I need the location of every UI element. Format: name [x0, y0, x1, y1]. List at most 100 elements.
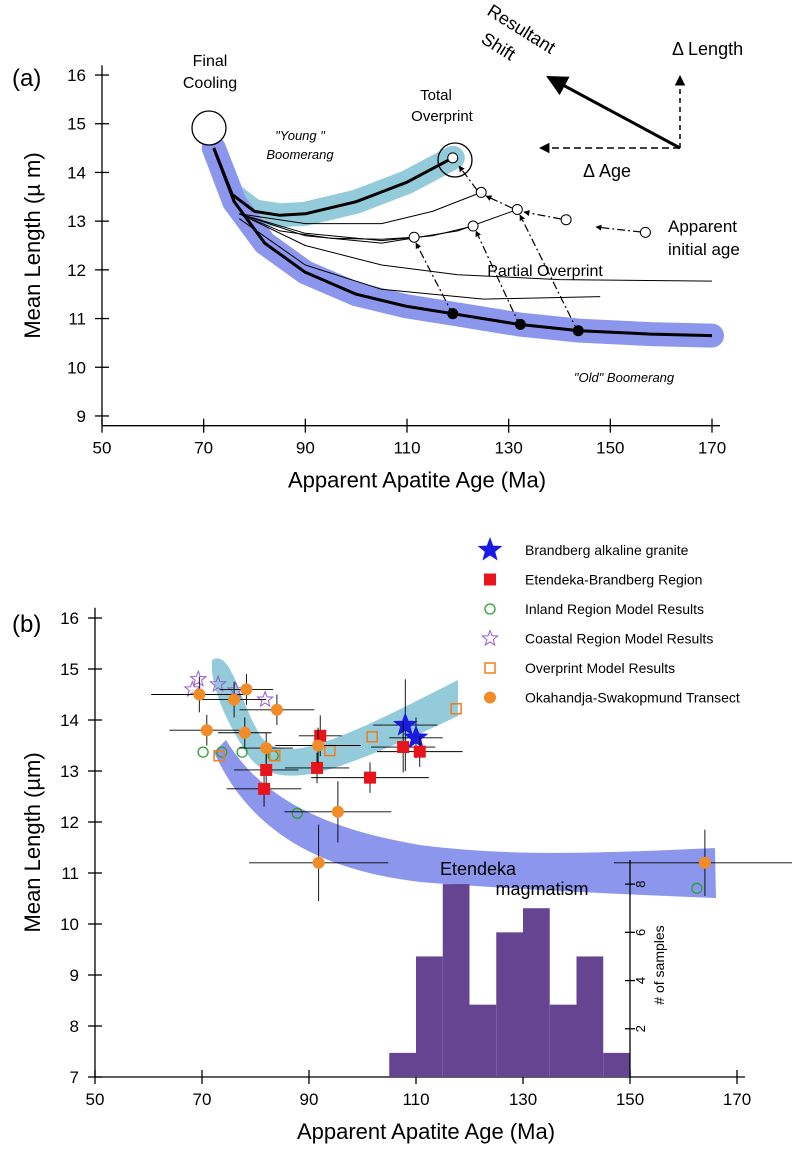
circle-marker [698, 856, 711, 869]
annotation: initial age [668, 240, 740, 259]
annotation: Overprint [411, 108, 474, 125]
legend-marker [484, 691, 496, 704]
y-tick-label: 13 [60, 762, 79, 781]
x-tick-label: 150 [616, 1090, 644, 1109]
circle-marker [291, 807, 303, 819]
legend-label: Coastal Region Model Results [525, 631, 713, 647]
circle-marker [691, 882, 703, 894]
x-tick-label: 130 [509, 1090, 537, 1109]
y-tick-label: 16 [67, 66, 86, 85]
annotation: magmatism [495, 879, 588, 899]
legend-marker [481, 629, 499, 647]
square-marker [260, 763, 273, 776]
panel-b: 50 70 90 110 130 150 170 7 8 9 10 11 12 13 14 15 16 Appar… [12, 537, 792, 1144]
initial-age-arrow [595, 224, 642, 233]
point [447, 152, 459, 164]
x-tick-label: 50 [93, 439, 112, 458]
point [467, 220, 479, 232]
histogram-bar [442, 884, 470, 1077]
overprint-arrow [519, 214, 579, 333]
square-marker [311, 761, 324, 774]
x-tick-label: 90 [300, 1090, 319, 1109]
histogram-tick-label: 8 [633, 880, 648, 887]
star-marker [209, 674, 228, 692]
annotation: Boomerang [266, 147, 334, 162]
initial-age-arrow [523, 210, 562, 220]
initial-age-arrow [485, 195, 513, 209]
histogram-bar [416, 956, 443, 1077]
y-tick-label: 11 [68, 310, 86, 329]
point [475, 186, 487, 198]
square-marker [363, 771, 376, 784]
x-tick-label: 170 [723, 1090, 751, 1109]
point [560, 214, 572, 226]
circle-marker [238, 726, 251, 739]
square-marker [397, 741, 410, 754]
y-tick-label: 9 [77, 407, 86, 426]
circle-marker [331, 805, 344, 818]
y-tick-label: 9 [70, 966, 79, 985]
annotation: Δ Age [583, 161, 631, 181]
annotation: (a) [12, 65, 41, 92]
histogram-bar [603, 1052, 630, 1077]
y-tick-label: 12 [67, 261, 86, 280]
annotation: Final [193, 53, 228, 70]
circle-marker [312, 856, 325, 869]
y-tick-label: 16 [60, 609, 79, 628]
circle-marker [228, 693, 241, 706]
circle-marker [312, 739, 325, 752]
y-axis-label: Mean Length (µ m) [20, 152, 45, 338]
square-marker [450, 703, 462, 715]
overprint-arrow [475, 230, 521, 327]
overprint-arrows [415, 165, 642, 333]
line [239, 191, 482, 225]
annotation: Apparent [668, 217, 737, 236]
point [514, 318, 526, 330]
young-band [212, 658, 458, 776]
legend-label: Overprint Model Results [525, 660, 675, 676]
resultant-arrow [546, 75, 681, 150]
histogram-bar [549, 1004, 577, 1077]
panel-a: 50 70 90 110 130 150 170 9 10 11 12 13 14 15 16 Apparen… [12, 0, 743, 492]
x-tick-label: 110 [402, 1090, 429, 1109]
annotation: Partial Overprint [487, 263, 603, 280]
histogram-bar [389, 1052, 416, 1077]
point [639, 226, 651, 238]
square-marker [366, 731, 378, 743]
boomerang-band [201, 136, 724, 348]
y-axis-label: Mean Length (µm) [20, 752, 45, 932]
histogram-bar [496, 932, 523, 1077]
histogram-axis-label: # of samples [651, 925, 667, 1004]
square-marker [314, 729, 327, 742]
star-marker [392, 712, 418, 736]
line [212, 147, 454, 217]
y-tick-label: 11 [61, 864, 79, 883]
y-tick-label: 15 [67, 115, 86, 134]
y-tick-label: 8 [70, 1017, 79, 1036]
x-tick-label: 170 [698, 439, 726, 458]
y-tick-label: 10 [60, 915, 79, 934]
legend-marker [484, 603, 496, 615]
circle-marker [197, 746, 209, 758]
x-tick-label: 70 [194, 439, 213, 458]
square-marker [413, 745, 426, 758]
legend-label: Brandberg alkaline granite [525, 542, 689, 558]
x-tick-label: 130 [494, 439, 522, 458]
star-marker [189, 669, 208, 687]
annotation: "Young " [275, 128, 326, 143]
x-tick-label: 150 [596, 439, 624, 458]
histogram-tick-label: 4 [633, 977, 648, 984]
x-axis-label: Apparent Apatite Age (Ma) [297, 1119, 555, 1144]
annotation: Cooling [183, 75, 237, 92]
y-tick-label: 13 [67, 212, 86, 231]
x-tick-label: 110 [393, 439, 420, 458]
x-tick-label: 90 [296, 439, 315, 458]
overprint-arrow [415, 242, 454, 316]
y-tick-label: 10 [67, 358, 86, 377]
circle-marker [216, 746, 228, 758]
initial-age-arrow [458, 165, 478, 191]
circle-marker [200, 724, 213, 737]
y-tick-label: 12 [60, 813, 79, 832]
x-tick-label: 70 [193, 1090, 212, 1109]
